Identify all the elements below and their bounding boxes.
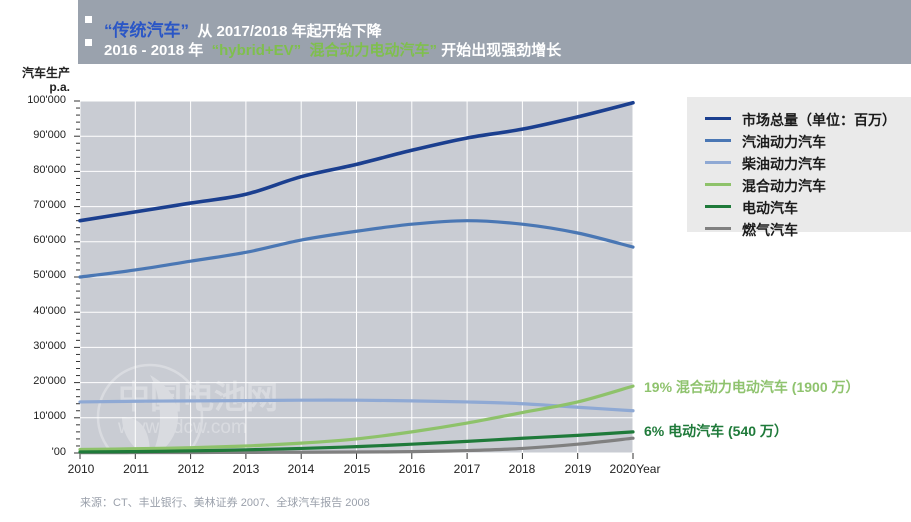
svg-text:中国电池网: 中国电池网 xyxy=(118,379,278,415)
svg-text:www.itdcw.com: www.itdcw.com xyxy=(117,417,247,438)
